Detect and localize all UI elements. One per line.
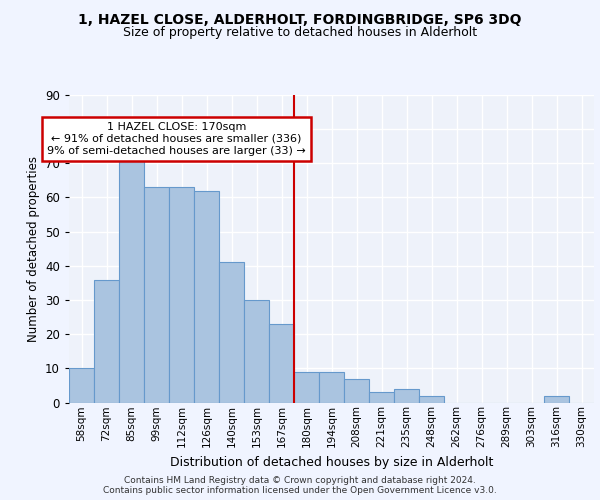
Bar [119, 156, 144, 402]
Bar [544, 396, 569, 402]
Text: 1, HAZEL CLOSE, ALDERHOLT, FORDINGBRIDGE, SP6 3DQ: 1, HAZEL CLOSE, ALDERHOLT, FORDINGBRIDGE… [78, 12, 522, 26]
Bar [69, 368, 94, 402]
X-axis label: Distribution of detached houses by size in Alderholt: Distribution of detached houses by size … [170, 456, 493, 468]
Bar [394, 389, 419, 402]
Text: Size of property relative to detached houses in Alderholt: Size of property relative to detached ho… [123, 26, 477, 39]
Bar [219, 262, 244, 402]
Bar [169, 187, 194, 402]
Bar [144, 187, 169, 402]
Bar [269, 324, 294, 402]
Bar [419, 396, 444, 402]
Bar [344, 378, 369, 402]
Bar [244, 300, 269, 402]
Bar [319, 372, 344, 402]
Bar [294, 372, 319, 402]
Bar [94, 280, 119, 402]
Text: Contains HM Land Registry data © Crown copyright and database right 2024.
Contai: Contains HM Land Registry data © Crown c… [103, 476, 497, 495]
Bar [194, 190, 219, 402]
Text: 1 HAZEL CLOSE: 170sqm
← 91% of detached houses are smaller (336)
9% of semi-deta: 1 HAZEL CLOSE: 170sqm ← 91% of detached … [47, 122, 306, 156]
Bar [369, 392, 394, 402]
Y-axis label: Number of detached properties: Number of detached properties [26, 156, 40, 342]
